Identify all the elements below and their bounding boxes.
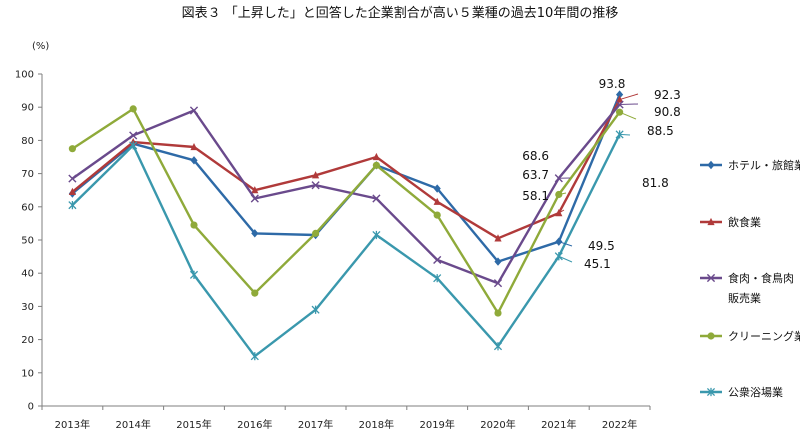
y-tick-label: 0: [28, 402, 34, 413]
series-3-point: [311, 181, 320, 190]
y-tick-label: 100: [15, 70, 34, 81]
series-4-point: [251, 289, 259, 297]
legend-marker: [706, 273, 716, 283]
x-tick-label: 2015年: [176, 418, 211, 431]
series-5-point: [372, 230, 381, 240]
legend-marker: [707, 217, 715, 226]
series-3-point: [189, 106, 199, 115]
y-axis-unit: (%): [32, 41, 49, 52]
series-1-point: [433, 184, 441, 193]
series-4-point: [312, 229, 320, 237]
series-4-point: [68, 145, 76, 153]
y-tick-label: 80: [21, 136, 34, 147]
legend-marker: [707, 160, 715, 170]
series-3-point: [68, 174, 77, 183]
series-4-point: [494, 309, 502, 317]
x-tick-label: 2013年: [55, 418, 90, 431]
x-tick-label: 2020年: [480, 418, 515, 431]
series-3-point: [372, 194, 381, 203]
x-tick-label: 2019年: [419, 418, 454, 431]
y-tick-label: 10: [21, 368, 34, 379]
series-2-point: [251, 186, 259, 194]
series-line-4: [71, 107, 621, 315]
data-label-leader: [558, 192, 567, 196]
series-3-point: [433, 255, 442, 265]
data-label: 63.7: [522, 168, 549, 182]
data-label: 68.6: [522, 149, 549, 163]
series-5-point: [68, 201, 77, 210]
y-tick-label: 70: [21, 169, 34, 180]
series-5-point: [189, 270, 199, 279]
series-1-point: [251, 229, 259, 238]
data-label: 81.8: [642, 176, 669, 190]
series-3-point: [250, 194, 259, 203]
data-label: 88.5: [647, 124, 674, 138]
series-line-5: [71, 133, 621, 358]
legend-label: 公衆浴場業: [728, 386, 783, 399]
series-2-point: [494, 234, 502, 242]
legend-label: クリーニング業: [728, 329, 800, 343]
series-5-point: [129, 141, 138, 150]
data-label-leader: [558, 209, 565, 214]
data-label: 45.1: [584, 257, 611, 271]
series-2-point: [312, 171, 320, 179]
y-tick-label: 90: [21, 103, 34, 114]
data-label: 58.1: [522, 189, 549, 203]
y-tick-label: 40: [21, 269, 34, 280]
y-tick-label: 60: [21, 202, 34, 213]
series-5-point: [311, 305, 320, 314]
chart-title: 図表３ 「上昇した」と回答した企業割合が高い５業種の過去10年間の推移: [182, 5, 619, 21]
series-2-point: [372, 152, 380, 161]
series-1-point: [494, 257, 502, 266]
data-label: 49.5: [588, 239, 615, 253]
x-tick-label: 2022年: [602, 418, 637, 431]
legend-label: 販売業: [728, 292, 761, 305]
x-tick-label: 2018年: [359, 418, 394, 431]
series-line-2: [71, 99, 621, 240]
legend-label: 飲食業: [728, 215, 761, 229]
series-5-point: [250, 352, 259, 361]
series-4-point: [129, 105, 137, 113]
series-2-point: [433, 197, 441, 205]
series-1-point: [616, 90, 624, 99]
legend-label: ホテル・旅館業: [728, 158, 800, 172]
data-label-leader: [619, 93, 639, 101]
y-tick-label: 50: [21, 236, 34, 247]
series-2-point: [68, 187, 76, 195]
legend-marker: [706, 387, 716, 397]
series-1-point: [190, 156, 198, 165]
series-3-point: [129, 131, 138, 140]
legend-label: 食肉・食鳥肉: [728, 271, 794, 285]
data-label-leader: [619, 111, 637, 120]
y-tick-label: 20: [21, 335, 34, 346]
series-2-point: [190, 142, 198, 151]
series-3-point: [493, 279, 503, 288]
series-4-point: [190, 221, 198, 229]
x-tick-label: 2014年: [115, 418, 150, 431]
data-label-leader: [619, 133, 631, 136]
series-line-3: [71, 103, 621, 285]
data-label-leader: [558, 241, 573, 247]
data-label: 93.8: [599, 77, 626, 91]
data-label: 92.3: [654, 88, 681, 102]
x-tick-label: 2016年: [237, 418, 272, 431]
series-5-point: [493, 342, 503, 351]
data-label-leader: [558, 255, 573, 263]
series-5-point: [433, 274, 442, 283]
data-label-leader: [619, 103, 639, 106]
series-4-point: [433, 211, 441, 219]
y-tick-label: 30: [21, 302, 34, 313]
data-label: 90.8: [654, 105, 681, 119]
series-4-point: [372, 161, 380, 169]
x-tick-label: 2021年: [541, 418, 576, 431]
x-tick-label: 2017年: [298, 418, 333, 431]
legend-marker: [707, 332, 715, 340]
